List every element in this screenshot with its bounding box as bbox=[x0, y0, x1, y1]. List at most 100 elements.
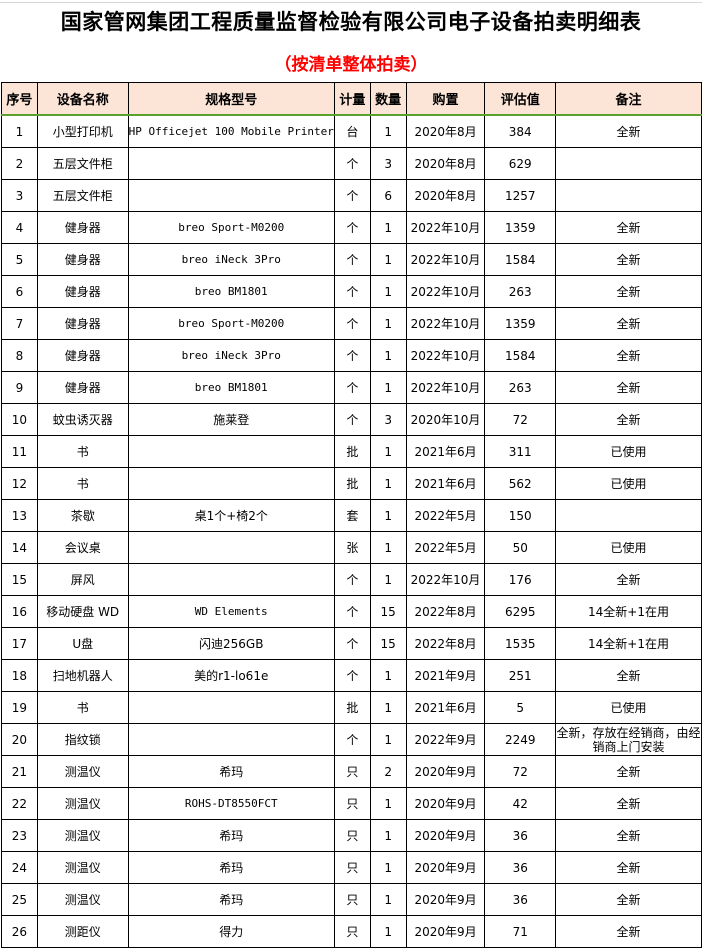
col-index-cell: 16 bbox=[1, 595, 38, 628]
header-col-unit: 计量 bbox=[333, 82, 371, 116]
col-remark-cell: 全新 bbox=[554, 275, 702, 308]
col-value-cell: 1257 bbox=[484, 179, 556, 212]
col-value-cell: 150 bbox=[484, 499, 556, 532]
col-purchase-cell: 2020年8月 bbox=[405, 179, 486, 212]
col-purchase-cell: 2022年8月 bbox=[405, 595, 486, 628]
col-value-cell: 263 bbox=[484, 275, 556, 308]
table-row: 3 五层文件柜 个 6 2020年8月 1257 bbox=[1, 179, 702, 212]
col-index-cell: 19 bbox=[1, 691, 38, 724]
header-col-value: 评估值 bbox=[484, 82, 556, 116]
col-qty-cell: 6 bbox=[369, 179, 407, 212]
table-row: 20 指纹锁 个 1 2022年9月 2249 全新，存放在经销商，由经销商上门安装 bbox=[1, 723, 702, 756]
col-remark-cell: 已使用 bbox=[554, 531, 702, 564]
col-unit-cell: 个 bbox=[333, 339, 371, 372]
col-unit-cell: 批 bbox=[333, 691, 371, 724]
col-model-cell: WD Elements bbox=[127, 595, 335, 628]
col-index-cell: 24 bbox=[1, 851, 38, 884]
col-qty-cell: 1 bbox=[369, 883, 407, 916]
col-unit-cell: 个 bbox=[333, 659, 371, 692]
col-value-cell: 1359 bbox=[484, 211, 556, 244]
col-unit-cell: 个 bbox=[333, 275, 371, 308]
col-qty-cell: 1 bbox=[369, 307, 407, 340]
table-row: 5 健身器 breo iNeck 3Pro 个 1 2022年10月 1584 全新 bbox=[1, 243, 702, 276]
header-col-purchase: 购置 bbox=[405, 82, 486, 116]
col-qty-cell: 1 bbox=[369, 691, 407, 724]
col-value-cell: 72 bbox=[484, 403, 556, 436]
header-col-index: 序号 bbox=[1, 82, 38, 116]
col-purchase-cell: 2020年9月 bbox=[405, 883, 486, 916]
col-purchase-cell: 2021年6月 bbox=[405, 435, 486, 468]
col-qty-cell: 1 bbox=[369, 499, 407, 532]
col-model-cell bbox=[127, 467, 335, 500]
col-qty-cell: 1 bbox=[369, 915, 407, 948]
col-value-cell: 311 bbox=[484, 435, 556, 468]
col-remark-cell: 已使用 bbox=[554, 467, 702, 500]
col-index-cell: 3 bbox=[1, 179, 38, 212]
col-qty-cell: 1 bbox=[369, 659, 407, 692]
col-remark-cell: 全新 bbox=[554, 307, 702, 340]
col-name-cell: 测距仪 bbox=[36, 915, 129, 948]
col-name-cell: 会议桌 bbox=[36, 531, 129, 564]
col-unit-cell: 批 bbox=[333, 435, 371, 468]
table-row: 19 书 批 1 2021年6月 5 已使用 bbox=[1, 691, 702, 724]
table-row: 21 测温仪 希玛只 2 2020年9月 72 全新 bbox=[1, 755, 702, 788]
col-unit-cell: 个 bbox=[333, 627, 371, 660]
col-name-cell: 测温仪 bbox=[36, 851, 129, 884]
header-col-name: 设备名称 bbox=[36, 82, 129, 116]
header-col-remark: 备注 bbox=[554, 82, 702, 116]
col-model-cell: 施莱登 bbox=[127, 403, 335, 436]
col-value-cell: 1535 bbox=[484, 627, 556, 660]
col-name-cell: 移动硬盘 WD bbox=[36, 595, 129, 628]
col-qty-cell: 15 bbox=[369, 627, 407, 660]
header-col-qty: 数量 bbox=[369, 82, 407, 116]
col-value-cell: 629 bbox=[484, 147, 556, 180]
header-col-model: 规格型号 bbox=[127, 82, 335, 116]
col-qty-cell: 1 bbox=[369, 114, 407, 148]
col-purchase-cell: 2021年6月 bbox=[405, 467, 486, 500]
col-qty-cell: 1 bbox=[369, 371, 407, 404]
col-unit-cell: 个 bbox=[333, 723, 371, 756]
col-remark-cell: 全新 bbox=[554, 819, 702, 852]
col-model-cell bbox=[127, 531, 335, 564]
col-name-cell: 测温仪 bbox=[36, 787, 129, 820]
col-unit-cell: 批 bbox=[333, 467, 371, 500]
col-index-cell: 2 bbox=[1, 147, 38, 180]
table-row: 16 移动硬盘 WD WD Elements 个 15 2022年8月 6295 14全新+1… bbox=[1, 595, 702, 628]
col-value-cell: 6295 bbox=[484, 595, 556, 628]
col-index-cell: 20 bbox=[1, 723, 38, 756]
col-remark-cell: 全新 bbox=[554, 114, 702, 148]
table-row: 26 测距仪 得力只 1 2020年9月 71 全新 bbox=[1, 915, 702, 948]
col-model-cell: 桌1个+椅2个 bbox=[127, 499, 335, 532]
col-unit-cell: 套 bbox=[333, 499, 371, 532]
col-value-cell: 176 bbox=[484, 563, 556, 596]
col-name-cell: 健身器 bbox=[36, 339, 129, 372]
col-model-cell: breo BM1801 bbox=[127, 275, 335, 308]
table-row: 7 健身器 breo Sport-M0200 个 1 2022年10月 1359 全新 bbox=[1, 307, 702, 340]
col-name-cell: 五层文件柜 bbox=[36, 147, 129, 180]
col-remark-cell bbox=[554, 499, 702, 532]
table-row: 8 健身器 breo iNeck 3Pro 个 1 2022年10月 1584 全新 bbox=[1, 339, 702, 372]
col-unit-cell: 个 bbox=[333, 403, 371, 436]
col-model-cell: 闪迪256GB bbox=[127, 627, 335, 660]
col-purchase-cell: 2020年9月 bbox=[405, 851, 486, 884]
col-name-cell: 指纹锁 bbox=[36, 723, 129, 756]
col-value-cell: 562 bbox=[484, 467, 556, 500]
col-purchase-cell: 2022年10月 bbox=[405, 275, 486, 308]
col-name-cell: 健身器 bbox=[36, 211, 129, 244]
col-unit-cell: 只 bbox=[333, 915, 371, 948]
col-index-cell: 5 bbox=[1, 243, 38, 276]
col-model-cell bbox=[127, 147, 335, 180]
col-index-cell: 15 bbox=[1, 563, 38, 596]
col-index-cell: 25 bbox=[1, 883, 38, 916]
col-index-cell: 7 bbox=[1, 307, 38, 340]
col-unit-cell: 台 bbox=[333, 114, 371, 148]
page-title: 国家管网集团工程质量监督检验有限公司电子设备拍卖明细表 bbox=[60, 10, 642, 34]
col-unit-cell: 只 bbox=[333, 883, 371, 916]
col-model-cell: 美的r1-lo61e bbox=[127, 659, 335, 692]
col-value-cell: 36 bbox=[484, 883, 556, 916]
col-qty-cell: 1 bbox=[369, 243, 407, 276]
col-model-cell: breo iNeck 3Pro bbox=[127, 339, 335, 372]
col-model-cell: 希玛 bbox=[127, 851, 335, 884]
col-name-cell: 书 bbox=[36, 435, 129, 468]
col-purchase-cell: 2022年10月 bbox=[405, 243, 486, 276]
